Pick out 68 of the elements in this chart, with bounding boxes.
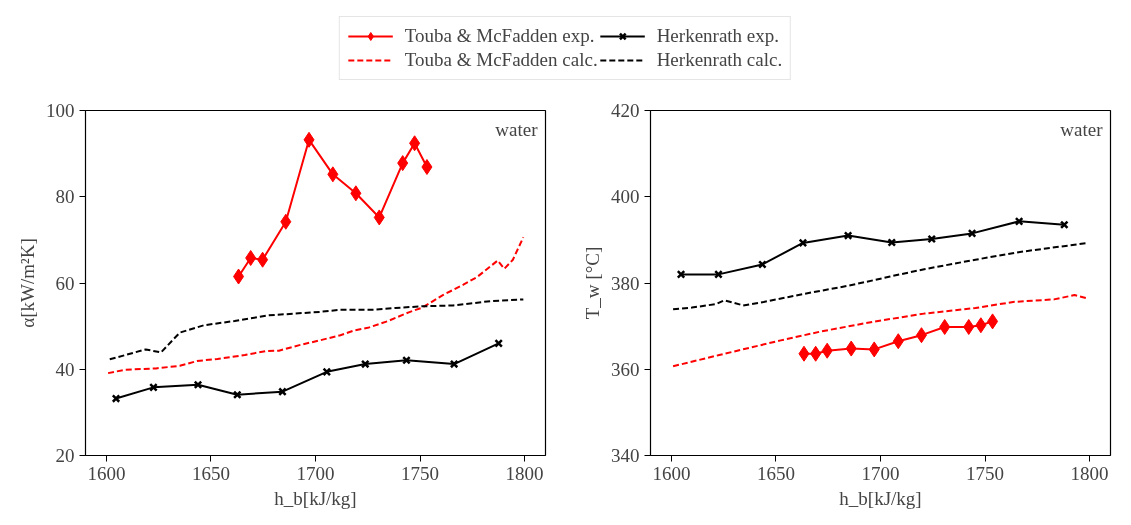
point xyxy=(887,238,897,247)
point xyxy=(350,185,362,202)
y-tick-label: 100 xyxy=(46,100,75,121)
point xyxy=(845,340,857,357)
point xyxy=(449,359,459,369)
y-tick-label: 20 xyxy=(55,445,75,466)
point xyxy=(233,268,245,285)
y-tick-label: 380 xyxy=(611,272,640,294)
legend-label: Herkenrath calc. xyxy=(656,48,783,71)
point xyxy=(373,209,385,226)
point xyxy=(149,382,158,392)
point xyxy=(798,345,810,362)
y-tick-label: 80 xyxy=(55,186,75,208)
x-axis-title: h_b[kJ/kg] xyxy=(839,487,922,509)
point xyxy=(303,131,315,148)
point xyxy=(280,213,292,230)
point xyxy=(868,341,880,358)
x-tick-label: 1700 xyxy=(861,462,900,484)
point xyxy=(892,333,904,350)
y-axis-title: α[kW/m²K] xyxy=(17,238,38,328)
point xyxy=(821,342,833,359)
legend-label: Herkenrath exp. xyxy=(656,24,780,47)
x-tick-label: 1750 xyxy=(966,462,1005,484)
y-tick-label: 40 xyxy=(55,358,75,380)
x-tick-label: 1600 xyxy=(87,462,126,484)
point xyxy=(397,155,409,172)
legend-label: Touba & McFadden exp. xyxy=(404,24,595,47)
annotation: water xyxy=(495,118,539,140)
line-series xyxy=(672,294,1088,368)
x-axis-title: h_b[kJ/kg] xyxy=(274,487,357,509)
point xyxy=(927,234,937,244)
y-tick-label: 420 xyxy=(611,100,640,121)
point xyxy=(232,390,242,400)
point xyxy=(987,313,999,330)
x-tick-label: 1800 xyxy=(1070,462,1109,484)
point xyxy=(967,228,977,238)
x-tick-label: 1650 xyxy=(756,462,795,484)
x-tick-label: 1700 xyxy=(296,462,335,484)
y-tick-label: 360 xyxy=(611,358,640,380)
point xyxy=(360,359,370,369)
point xyxy=(402,355,411,365)
point xyxy=(322,367,332,377)
point xyxy=(421,158,433,175)
y-axis-title: T_w [°C] xyxy=(582,246,603,320)
y-tick-label: 60 xyxy=(55,272,75,294)
y-tick-label: 400 xyxy=(611,186,640,208)
line-series xyxy=(107,236,525,375)
point xyxy=(843,231,853,240)
point xyxy=(409,135,421,152)
point xyxy=(939,318,951,335)
annotation: water xyxy=(1060,118,1104,140)
legend-label: Touba & McFadden calc. xyxy=(404,48,598,71)
line-series xyxy=(108,298,525,361)
point xyxy=(327,166,339,183)
x-tick-label: 1750 xyxy=(401,462,440,484)
point xyxy=(1014,216,1024,226)
point xyxy=(278,387,287,397)
x-tick-label: 1800 xyxy=(505,462,544,484)
point xyxy=(193,380,203,390)
point xyxy=(915,327,927,344)
y-tick-label: 340 xyxy=(611,445,640,466)
point xyxy=(257,251,269,268)
point xyxy=(810,345,822,362)
point xyxy=(975,317,987,334)
x-tick-label: 1600 xyxy=(652,462,691,484)
x-tick-label: 1650 xyxy=(191,462,230,484)
point xyxy=(245,249,257,266)
point xyxy=(963,318,975,335)
